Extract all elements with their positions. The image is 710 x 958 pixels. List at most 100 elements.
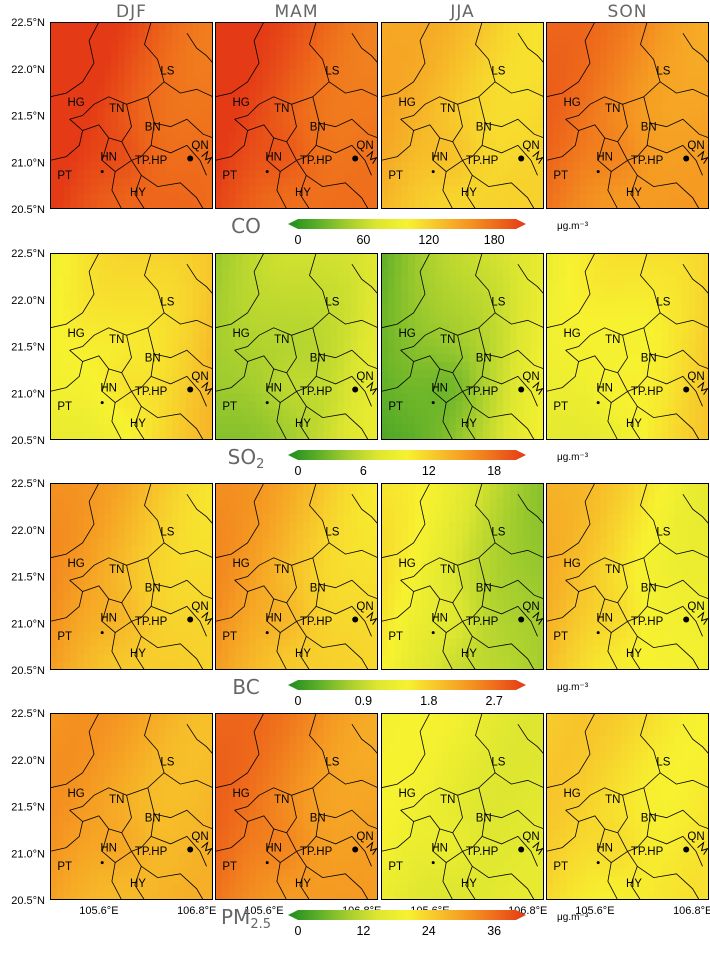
heatmap-cell [63, 123, 71, 132]
heatmap-cell [408, 76, 416, 85]
heatmap-cell [111, 291, 119, 301]
heatmap-cell [593, 185, 601, 195]
heatmap-cell [282, 60, 291, 70]
heatmap-cell [387, 362, 396, 371]
heatmap-cell [455, 408, 464, 418]
heatmap-cell [50, 607, 58, 617]
heatmap-cell [552, 268, 561, 277]
heatmap-cell [282, 53, 291, 62]
heatmap-cell [435, 362, 443, 371]
heatmap-cell [179, 162, 187, 171]
heatmap-cell [151, 201, 160, 209]
heatmap-cell [627, 299, 635, 309]
heatmap-cell [350, 401, 359, 410]
heatmap-cell [117, 338, 126, 348]
heatmap-cell [90, 37, 99, 46]
heatmap-cell [695, 315, 703, 324]
province-boundary [111, 402, 123, 440]
heatmap-cell [469, 315, 477, 324]
heatmap-cell [337, 123, 345, 132]
heatmap-cell [394, 22, 402, 31]
heatmap-cell [296, 315, 304, 324]
heatmap-cell [552, 37, 561, 46]
heatmap-cell [83, 599, 92, 609]
heatmap-cell [50, 68, 58, 78]
heatmap-cell [537, 115, 544, 124]
heatmap-cell [482, 385, 491, 394]
heatmap-cell [620, 170, 629, 179]
province-boundary [101, 368, 132, 404]
heatmap-cell [344, 107, 352, 117]
heatmap-cell [702, 268, 709, 277]
heatmap-cell [613, 377, 622, 387]
heatmap-cell [344, 432, 352, 440]
heatmap-cell [371, 29, 378, 39]
heatmap-cell [104, 385, 112, 394]
heatmap-cell [675, 424, 683, 433]
heatmap-cell [442, 53, 450, 62]
coastline [201, 150, 213, 164]
heatmap-cell [523, 299, 532, 309]
heatmap-cell [394, 177, 402, 187]
heatmap-cell [641, 60, 649, 70]
heatmap-cell [185, 330, 194, 340]
heatmap-cell [242, 408, 250, 418]
heatmap-cell [138, 123, 146, 132]
heatmap-cell [111, 22, 119, 31]
heatmap-cell [702, 416, 709, 426]
heatmap-cell [381, 253, 389, 262]
heatmap-cell [337, 193, 345, 202]
heatmap-cell [269, 162, 277, 171]
heatmap-cell [510, 369, 518, 379]
heatmap-cell [546, 37, 554, 46]
heatmap-cell [695, 76, 703, 85]
heatmap-cell [516, 393, 525, 402]
heatmap-cell [469, 330, 477, 340]
heatmap-cell [387, 432, 396, 440]
heatmap-cell [97, 401, 105, 410]
heatmap-cell [77, 607, 85, 617]
heatmap-cell [654, 338, 663, 348]
heatmap-cell [482, 354, 491, 363]
heatmap-cell [97, 138, 105, 148]
heatmap-cell [337, 424, 345, 433]
heatmap-cell [654, 377, 663, 387]
heatmap-cell [235, 330, 243, 340]
heatmap-cell [688, 393, 697, 402]
heatmap-cell [510, 377, 518, 387]
heatmap-cell [344, 385, 352, 394]
heatmap-cell [381, 170, 389, 179]
heatmap-cell [654, 315, 663, 324]
heatmap-cell [138, 276, 146, 285]
heatmap-cell [199, 424, 207, 433]
heatmap-cell [97, 424, 105, 433]
province-boundary [141, 405, 204, 440]
heatmap-cell [634, 330, 642, 340]
heatmap-cell [647, 45, 656, 54]
heatmap-cell [668, 193, 676, 202]
heatmap-cell [117, 185, 126, 195]
heatmap-cell [681, 84, 690, 93]
heatmap-cell [276, 260, 284, 270]
heatmap-cell [371, 323, 378, 332]
heatmap-cell [124, 323, 133, 332]
heatmap-cell [289, 146, 298, 156]
heatmap-cell [50, 654, 58, 663]
heatmap-cell [83, 654, 92, 663]
heatmap-cell [510, 291, 518, 301]
heatmap-cell [530, 377, 538, 387]
heatmap-cell [117, 201, 126, 209]
heatmap-cell [56, 584, 65, 593]
heatmap-cell [248, 401, 257, 410]
heatmap-cell [228, 22, 236, 31]
heatmap-cell [516, 201, 525, 209]
heatmap-cell [435, 177, 443, 187]
heatmap-cell [337, 323, 345, 332]
heatmap-cell [330, 37, 338, 46]
heatmap-cell [282, 185, 291, 195]
heatmap-cell [138, 385, 146, 394]
heatmap-cell [276, 45, 284, 54]
heatmap-cell [593, 29, 601, 39]
heatmap-cell [104, 268, 112, 277]
province-label-hg: HG [563, 97, 580, 109]
